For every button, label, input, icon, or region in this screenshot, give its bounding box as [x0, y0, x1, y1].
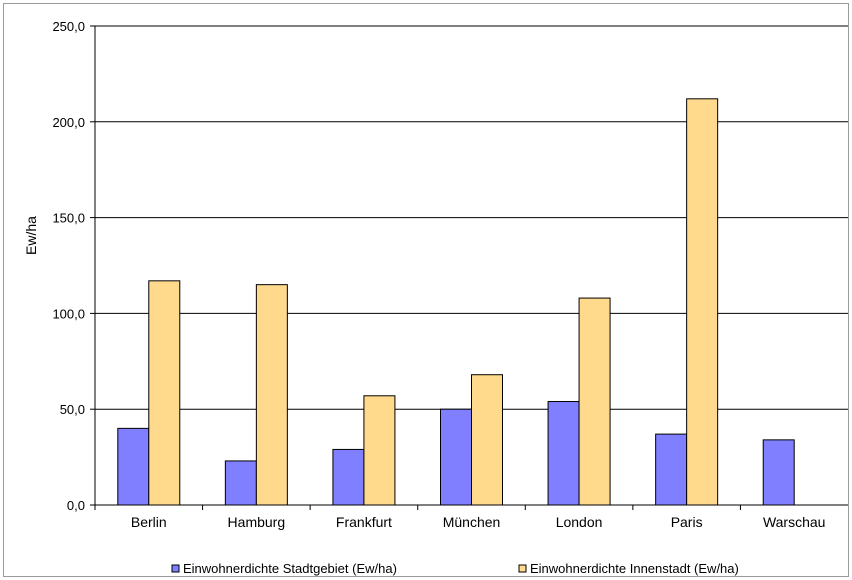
y-axis-title: Ew/ha — [23, 216, 39, 255]
y-tick-label: 200,0 — [52, 115, 85, 130]
y-tick-label: 50,0 — [60, 402, 85, 417]
y-tick-label: 100,0 — [52, 306, 85, 321]
bar-stadtgebiet — [117, 427, 150, 506]
bar-innenstadt — [578, 297, 611, 506]
bar-stadtgebiet — [762, 439, 795, 506]
legend-swatch — [171, 564, 180, 573]
bar-stadtgebiet — [224, 460, 257, 506]
bar-stadtgebiet — [332, 448, 365, 506]
y-tick-label: 150,0 — [52, 211, 85, 226]
bar-innenstadt — [471, 374, 503, 506]
legend-label: Einwohnerdichte Stadtgebiet (Ew/ha) — [183, 561, 397, 576]
legend: Einwohnerdichte Stadtgebiet (Ew/ha) Einwo… — [171, 561, 739, 576]
y-tick-labels: 0,0 50,0 100,0 150,0 200,0 250,0 — [52, 19, 85, 513]
category-label: Warschau — [763, 514, 826, 530]
bar-stadtgebiet — [440, 408, 472, 506]
axes — [94, 26, 848, 506]
bar-innenstadt — [255, 284, 288, 506]
legend-label: Einwohnerdichte Innenstadt (Ew/ha) — [530, 561, 739, 576]
y-tick-label: 0,0 — [67, 498, 85, 513]
bar-stadtgebiet — [547, 401, 580, 506]
bar-stadtgebiet — [655, 433, 688, 506]
bars — [117, 98, 795, 506]
category-label: Paris — [671, 514, 703, 530]
bar-innenstadt — [686, 98, 719, 506]
grid-lines — [90, 25, 848, 510]
y-tick-label: 250,0 — [52, 19, 85, 34]
category-label: München — [443, 514, 501, 530]
bar-innenstadt — [363, 395, 396, 506]
category-label: London — [556, 514, 603, 530]
category-label: Berlin — [131, 514, 167, 530]
legend-swatch — [518, 564, 527, 573]
category-labels: Berlin Hamburg Frankfurt München London Paris… — [131, 514, 826, 530]
category-label: Hamburg — [228, 514, 286, 530]
bar-innenstadt — [148, 280, 181, 506]
category-label: Frankfurt — [336, 514, 392, 530]
